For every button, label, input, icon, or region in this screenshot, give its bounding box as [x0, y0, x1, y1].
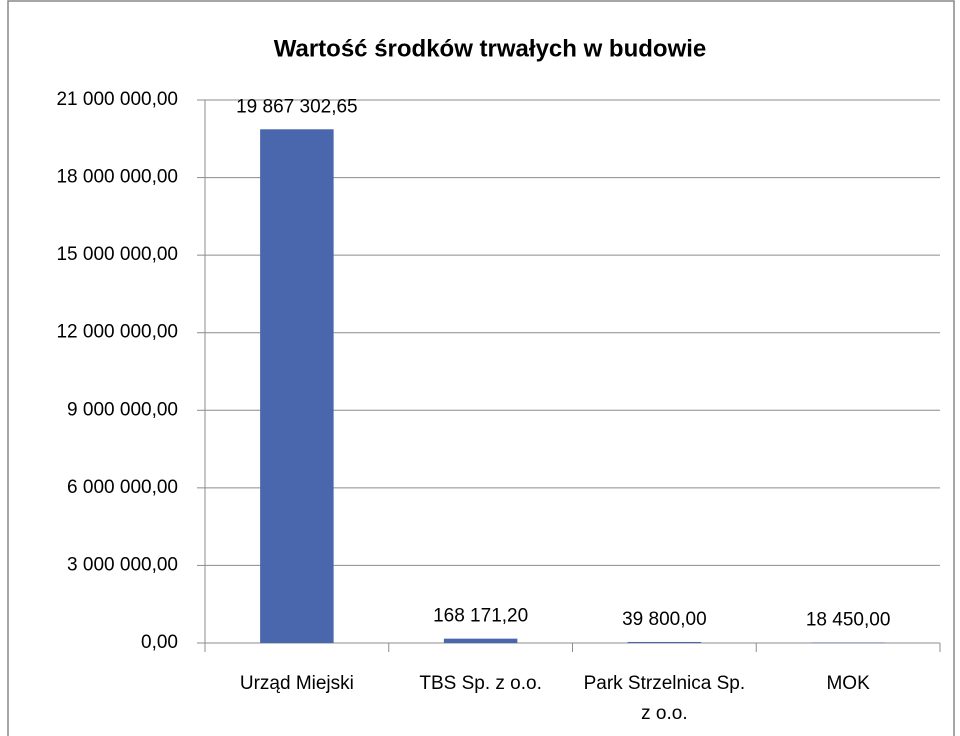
y-tick-label: 6 000 000,00	[67, 477, 178, 498]
y-tick-label: 15 000 000,00	[56, 244, 178, 265]
chart-frame	[7, 0, 955, 736]
data-label: 18 450,00	[806, 610, 891, 631]
y-tick-label: 18 000 000,00	[56, 167, 178, 188]
data-label: 39 800,00	[622, 609, 707, 630]
data-label: 168 171,20	[433, 606, 528, 627]
y-tick-label: 21 000 000,00	[56, 89, 178, 110]
bar	[627, 641, 702, 643]
x-tick-label: Urząd Miejski	[240, 673, 354, 694]
chart-title: Wartość środków trwałych w budowie	[274, 35, 707, 62]
x-tick-label: MOK	[826, 673, 870, 694]
bar	[443, 638, 518, 643]
y-tick-label: 3 000 000,00	[67, 554, 178, 575]
x-tick-label: TBS Sp. z o.o.	[419, 673, 542, 694]
y-tick-label: 9 000 000,00	[67, 399, 178, 420]
y-tick-label: 12 000 000,00	[56, 322, 178, 343]
bar	[260, 129, 334, 643]
y-tick-label: 0,00	[141, 632, 178, 653]
data-label: 19 867 302,65	[236, 96, 358, 117]
x-tick-label: Park Strzelnica Sp. z o.o.	[584, 673, 746, 724]
